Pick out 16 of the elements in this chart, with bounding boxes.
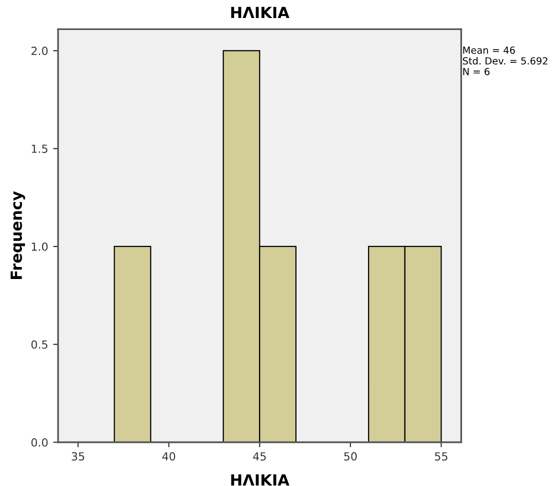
x-tick-label: 50 (344, 452, 357, 461)
y-tick-label: 2.0 (31, 46, 48, 56)
y-tick-label: 0.0 (31, 438, 48, 447)
text: Mean = 46 (463, 46, 515, 54)
text: Std. Dev. = 5.692 (462, 57, 548, 65)
x-tick-label: 40 (162, 452, 176, 461)
y-tick-label: 1.0 (32, 242, 48, 251)
x-tick-label: 55 (435, 452, 448, 461)
text: N = 6 (463, 68, 490, 76)
y-axis-title: Frequency (10, 191, 26, 280)
chart-title: ΗΛΙΚΙΑ (231, 6, 290, 18)
x-axis-title: ΗΛΙΚΙΑ (231, 474, 290, 486)
y-tick-label: 1.5 (32, 144, 48, 153)
y-tick-label: 0.5 (31, 340, 48, 349)
x-tick-label: 35 (72, 452, 84, 461)
x-tick-label: 45 (253, 452, 266, 461)
